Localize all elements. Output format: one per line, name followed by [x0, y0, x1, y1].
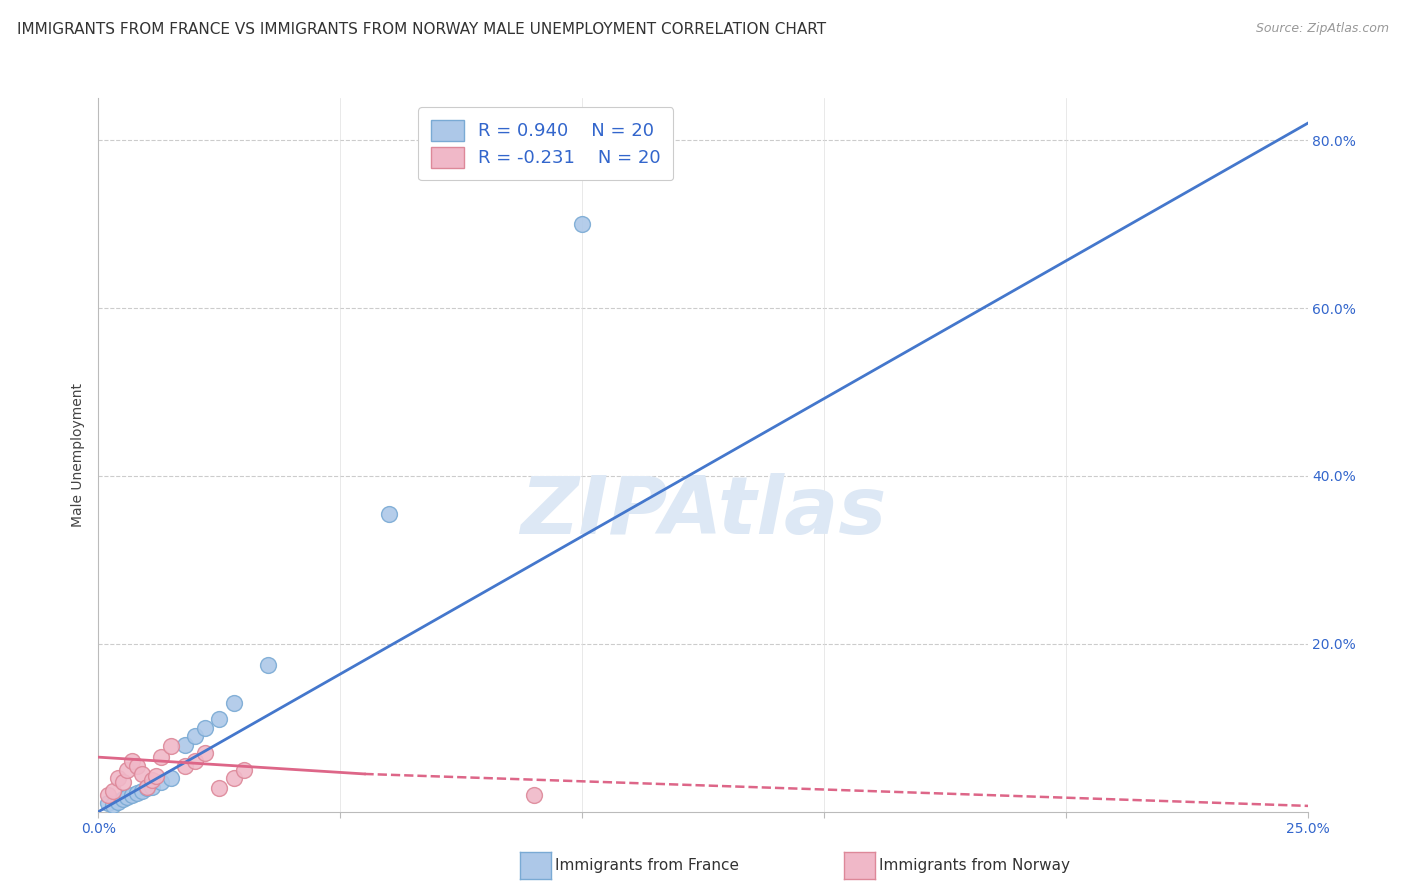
Point — [101, 797, 124, 812]
Text: Immigrants from Norway: Immigrants from Norway — [879, 858, 1070, 872]
Text: Immigrants from France: Immigrants from France — [555, 858, 740, 872]
Text: IMMIGRANTS FROM FRANCE VS IMMIGRANTS FROM NORWAY MALE UNEMPLOYMENT CORRELATION C: IMMIGRANTS FROM FRANCE VS IMMIGRANTS FRO… — [17, 22, 825, 37]
Point — [131, 783, 153, 797]
Point — [141, 780, 163, 794]
Point — [141, 772, 163, 787]
Point — [523, 788, 546, 802]
Point — [208, 781, 231, 796]
Point — [194, 721, 217, 735]
Point — [117, 763, 139, 777]
Point — [222, 771, 245, 785]
Point — [174, 738, 197, 752]
Point — [256, 657, 278, 672]
Point — [107, 771, 129, 785]
Point — [160, 739, 183, 754]
Point — [97, 788, 120, 802]
Point — [194, 746, 217, 760]
Point — [111, 792, 134, 806]
Point — [127, 786, 149, 800]
Point — [174, 758, 197, 772]
Point — [145, 769, 167, 783]
Text: ZIPAtlas: ZIPAtlas — [520, 473, 886, 551]
Point — [208, 712, 231, 726]
Point — [184, 755, 207, 769]
Point — [377, 507, 399, 521]
Point — [131, 767, 153, 781]
Point — [160, 771, 183, 785]
Y-axis label: Male Unemployment: Male Unemployment — [72, 383, 86, 527]
Point — [97, 797, 120, 811]
Point — [111, 775, 134, 789]
Point — [101, 783, 124, 797]
Legend: R = 0.940    N = 20, R = -0.231    N = 20: R = 0.940 N = 20, R = -0.231 N = 20 — [419, 107, 673, 180]
Point — [121, 755, 143, 769]
Point — [107, 795, 129, 809]
Point — [135, 781, 157, 796]
Point — [150, 775, 173, 789]
Point — [135, 780, 157, 794]
Point — [150, 750, 173, 764]
Text: Source: ZipAtlas.com: Source: ZipAtlas.com — [1256, 22, 1389, 36]
Point — [184, 729, 207, 743]
Point — [117, 789, 139, 804]
Point — [222, 696, 245, 710]
Point — [127, 758, 149, 772]
Point — [232, 763, 254, 777]
Point — [121, 788, 143, 802]
Point — [571, 217, 593, 231]
